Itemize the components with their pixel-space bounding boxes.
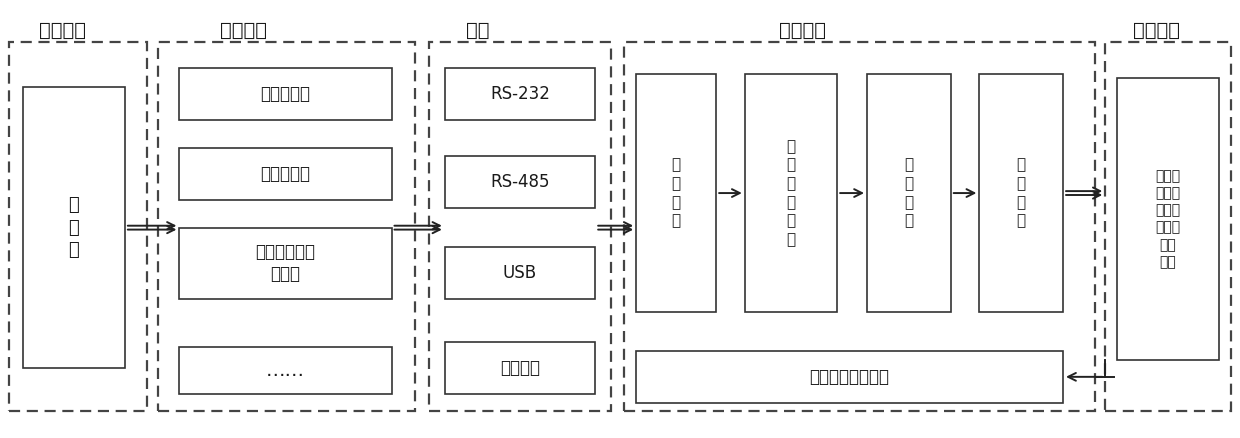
Text: 数
据
处
理: 数 据 处 理 [1017,158,1025,229]
Text: 移
动
终
端
本
体: 移 动 终 端 本 体 [786,139,796,247]
Bar [636,74,717,312]
Text: 生产管
理系统
（数据
评价诊
断中
心）: 生产管 理系统 （数据 评价诊 断中 心） [1156,169,1180,269]
Text: 移动终端: 移动终端 [779,21,826,40]
Text: 试验仪器: 试验仪器 [219,21,267,40]
Bar [159,42,415,411]
Text: 评价诊断结果展示: 评价诊断结果展示 [810,368,889,386]
Bar [429,42,611,411]
Text: 数
据
展
示: 数 据 展 示 [904,158,914,229]
Text: 介损测量仪: 介损测量仪 [260,85,310,102]
Text: 评价诊断: 评价诊断 [1133,21,1180,40]
Bar [445,247,595,299]
Bar [1117,78,1219,360]
Bar [180,228,392,299]
Bar [180,346,392,394]
Bar [745,74,837,312]
Bar [180,148,392,200]
Bar [867,74,951,312]
Bar [445,67,595,120]
Bar [980,74,1063,312]
Bar [445,156,595,208]
Bar [624,42,1095,411]
Text: 数
据
接
口: 数 据 接 口 [672,158,681,229]
Text: 变
压
器: 变 压 器 [68,197,79,259]
Text: RS-232: RS-232 [490,85,551,102]
Bar [636,351,1063,403]
Bar [180,67,392,120]
Text: 接口: 接口 [466,21,490,40]
Text: 手动录入: 手动录入 [500,359,539,377]
Text: RS-485: RS-485 [490,173,549,191]
Text: USB: USB [503,264,537,282]
Text: 被测对象: 被测对象 [38,21,86,40]
Bar [445,342,595,394]
Bar [22,87,125,368]
Text: 直阵测量仪: 直阵测量仪 [260,165,310,183]
Bar [9,42,148,411]
Bar [1105,42,1231,411]
Text: 铁芯接地电流
测量仪: 铁芯接地电流 测量仪 [255,243,315,283]
Text: ……: …… [265,361,305,380]
